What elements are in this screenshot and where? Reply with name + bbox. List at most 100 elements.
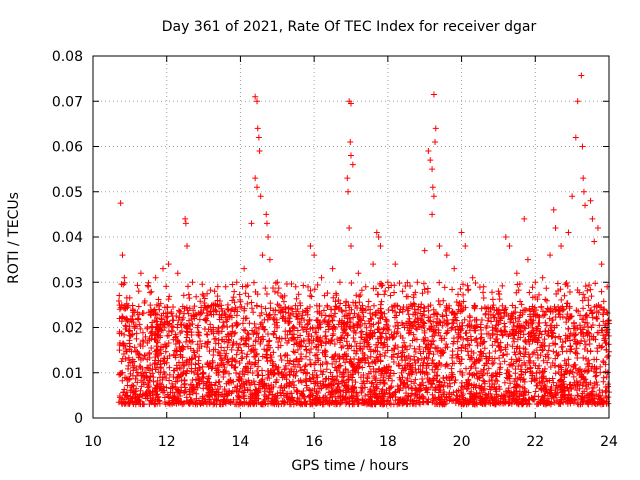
data-point-dense bbox=[192, 376, 199, 383]
data-point-dense bbox=[423, 385, 430, 392]
data-point-dense bbox=[257, 339, 264, 346]
data-point-dense bbox=[193, 293, 200, 300]
data-point-dense bbox=[135, 303, 142, 310]
data-point-dense bbox=[483, 323, 490, 330]
data-point bbox=[384, 279, 391, 286]
data-point-dense bbox=[413, 397, 420, 404]
data-point-dense bbox=[288, 390, 295, 397]
data-point-dense bbox=[329, 376, 336, 383]
data-point-dense bbox=[533, 382, 540, 389]
data-point-dense bbox=[342, 359, 349, 366]
data-point-dense bbox=[192, 354, 199, 361]
data-point-dense bbox=[182, 338, 189, 345]
data-point bbox=[222, 283, 229, 290]
data-point-dense bbox=[434, 315, 441, 322]
data-point-dense bbox=[423, 384, 430, 391]
data-point-dense bbox=[186, 388, 193, 395]
data-point-dense bbox=[372, 359, 379, 366]
data-point-dense bbox=[386, 393, 393, 400]
data-point-dense bbox=[293, 387, 300, 394]
data-point-dense bbox=[544, 351, 551, 358]
data-point-dense bbox=[497, 310, 504, 317]
data-point-dense bbox=[193, 395, 200, 402]
data-point-dense bbox=[334, 373, 341, 380]
data-point-dense bbox=[163, 384, 170, 391]
data-point-dense bbox=[410, 291, 417, 298]
data-point-dense bbox=[562, 281, 569, 288]
data-point bbox=[349, 161, 356, 168]
data-point-dense bbox=[232, 306, 239, 313]
data-point-dense bbox=[482, 391, 489, 398]
data-point-dense bbox=[602, 361, 609, 368]
data-point-dense bbox=[134, 379, 141, 386]
data-point-dense bbox=[122, 326, 129, 333]
data-point-dense bbox=[568, 386, 575, 393]
data-point-dense bbox=[177, 321, 184, 328]
data-point-dense bbox=[328, 337, 335, 344]
data-point-dense bbox=[333, 358, 340, 365]
data-point-dense bbox=[565, 325, 572, 332]
data-point-dense bbox=[491, 381, 498, 388]
data-point-dense bbox=[255, 334, 262, 341]
data-point-dense bbox=[139, 401, 146, 408]
data-point-dense bbox=[267, 305, 274, 312]
data-point-dense bbox=[270, 330, 277, 337]
data-point-dense bbox=[394, 383, 401, 390]
data-point-dense bbox=[220, 361, 227, 368]
data-point-dense bbox=[522, 306, 529, 313]
data-point-dense bbox=[127, 359, 134, 366]
data-point-dense bbox=[243, 334, 250, 341]
data-point-dense bbox=[147, 397, 154, 404]
data-point-dense bbox=[166, 377, 173, 384]
data-point-dense bbox=[306, 316, 313, 323]
data-point-dense bbox=[208, 302, 215, 309]
data-point-dense bbox=[323, 384, 330, 391]
data-point bbox=[257, 193, 264, 200]
data-point bbox=[462, 243, 469, 250]
data-point-dense bbox=[244, 330, 251, 337]
data-point-dense bbox=[288, 366, 295, 373]
data-point bbox=[248, 220, 255, 227]
data-point-dense bbox=[293, 295, 300, 302]
data-point-dense bbox=[365, 398, 372, 405]
data-point-dense bbox=[203, 310, 210, 317]
data-point-dense bbox=[478, 316, 485, 323]
data-point-dense bbox=[140, 338, 147, 345]
data-point-dense bbox=[350, 328, 357, 335]
data-point-dense bbox=[130, 319, 137, 326]
data-point-dense bbox=[306, 375, 313, 382]
data-point-dense bbox=[196, 316, 203, 323]
data-point-dense bbox=[191, 399, 198, 406]
data-point-dense bbox=[357, 345, 364, 352]
data-point-dense bbox=[357, 329, 364, 336]
data-point-dense bbox=[314, 323, 321, 330]
data-point-dense bbox=[121, 331, 128, 338]
data-point bbox=[558, 243, 565, 250]
data-point bbox=[160, 265, 167, 272]
data-point-dense bbox=[268, 384, 275, 391]
data-point-dense bbox=[547, 390, 554, 397]
data-point-dense bbox=[222, 352, 229, 359]
data-point-dense bbox=[117, 394, 124, 401]
data-point-dense bbox=[210, 306, 217, 313]
data-point-dense bbox=[184, 283, 191, 290]
data-point-dense bbox=[165, 296, 172, 303]
data-point bbox=[165, 261, 172, 268]
data-point-dense bbox=[497, 317, 504, 324]
data-point-dense bbox=[302, 370, 309, 377]
data-point-dense bbox=[206, 360, 213, 367]
data-point-dense bbox=[317, 361, 324, 368]
data-point-dense bbox=[194, 341, 201, 348]
data-point-dense bbox=[279, 314, 286, 321]
data-point-dense bbox=[183, 370, 190, 377]
data-point-dense bbox=[301, 317, 308, 324]
data-point-dense bbox=[351, 310, 358, 317]
data-point-dense bbox=[272, 398, 279, 405]
data-point-dense bbox=[477, 324, 484, 331]
y-tick-label: 0 bbox=[74, 411, 83, 427]
data-point-dense bbox=[354, 322, 361, 329]
data-point-dense bbox=[408, 390, 415, 397]
data-point-dense bbox=[579, 326, 586, 333]
data-point-dense bbox=[355, 369, 362, 376]
data-point bbox=[579, 143, 586, 150]
